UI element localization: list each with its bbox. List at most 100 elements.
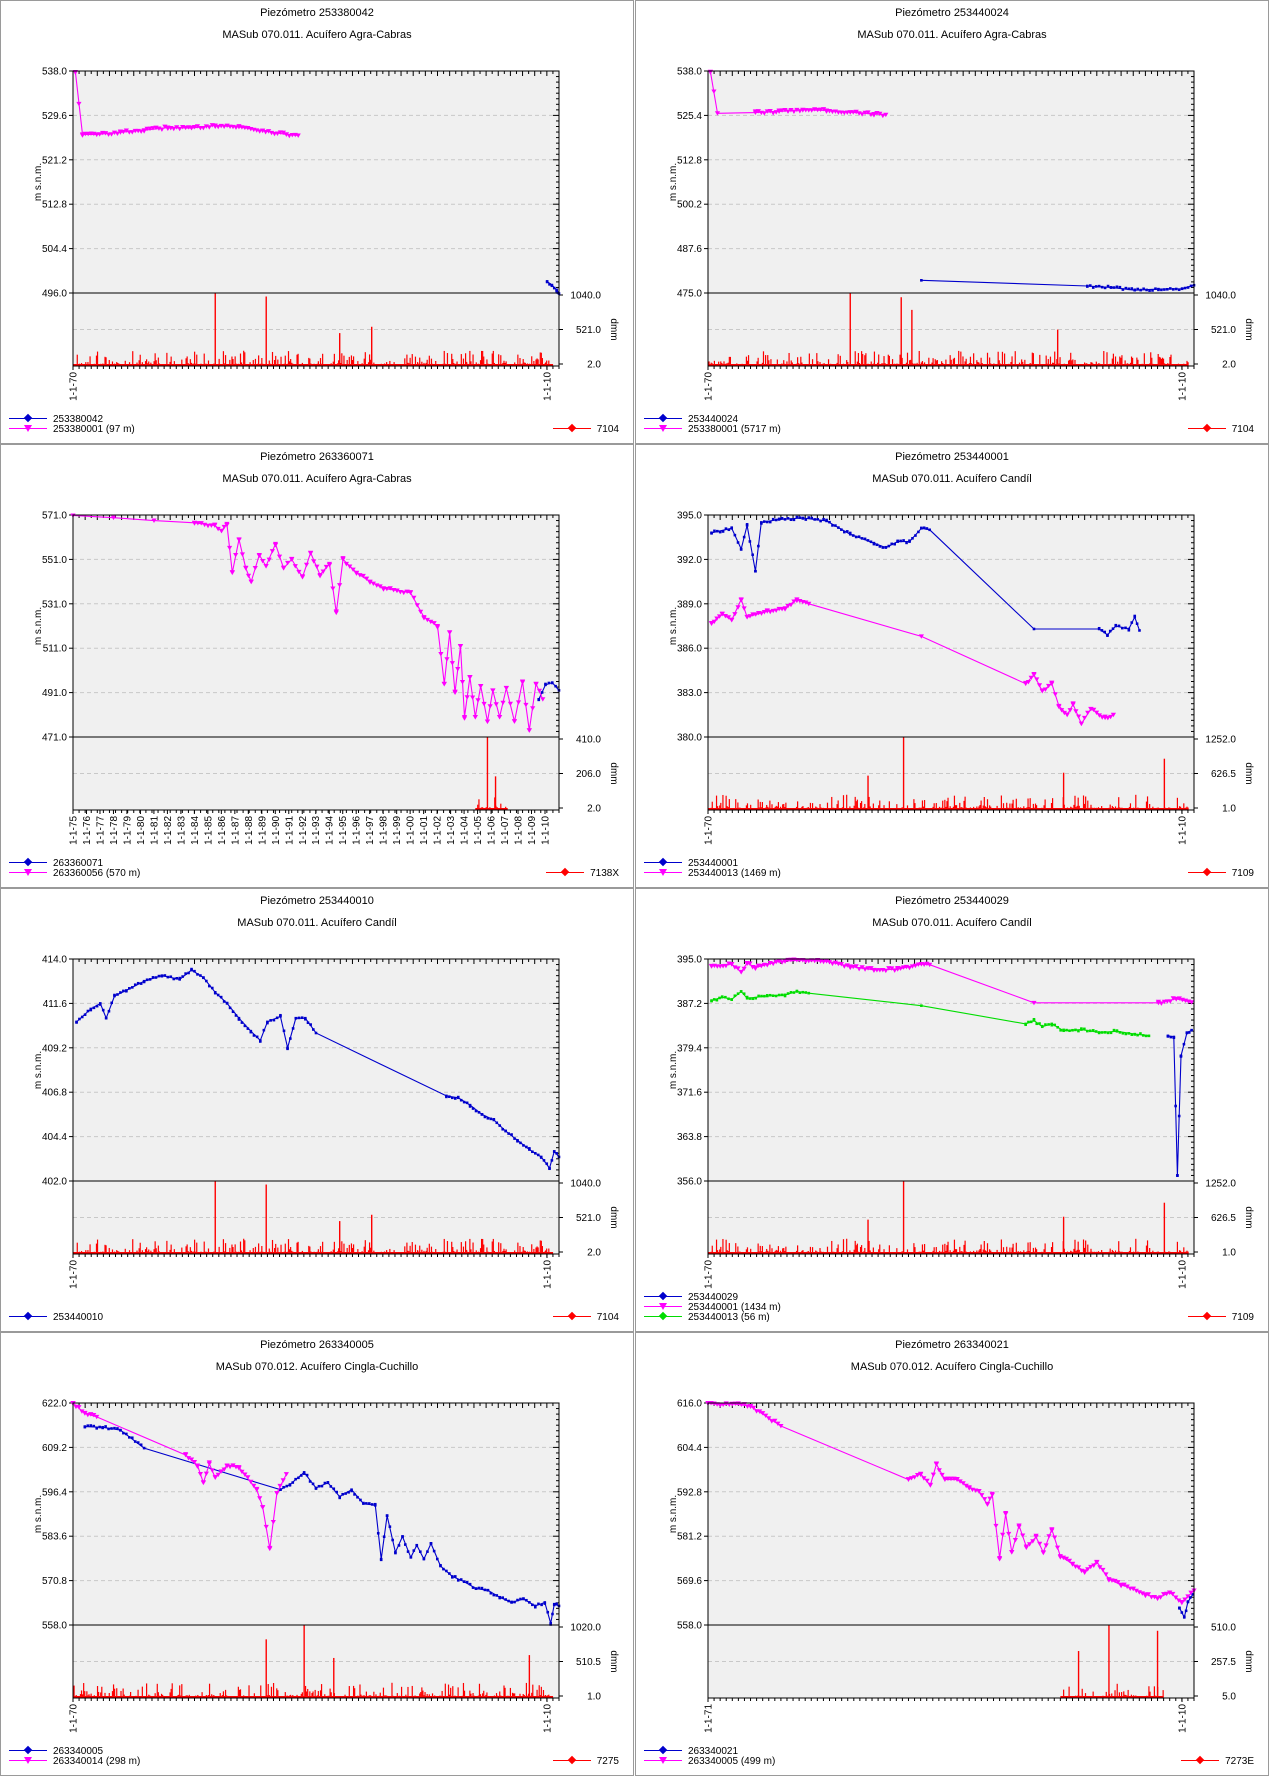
data-marker [857, 535, 861, 538]
data-marker [747, 1404, 754, 1409]
data-marker [1088, 284, 1092, 287]
data-marker [889, 966, 895, 971]
data-marker [263, 1524, 269, 1530]
data-marker [104, 1425, 107, 1428]
data-marker [236, 125, 242, 130]
data-marker [1108, 714, 1114, 720]
data-marker [1189, 284, 1193, 288]
data-marker [826, 960, 833, 965]
x-tick-label: 1-1-10 [543, 372, 554, 401]
data-marker [1133, 1588, 1139, 1594]
data-marker [139, 982, 143, 985]
data-marker [801, 990, 805, 994]
y-tick-label: 491.0 [42, 688, 67, 699]
hydrograph-svg: 616.0 604.4 592.8 581.2 569.6 558.0 m s.n.m. 51… [668, 1399, 1254, 1733]
data-marker [822, 517, 825, 521]
chart-subtitle: MASub 070.012. Acuífero Cingla-Cuchillo [215, 1361, 419, 1373]
data-marker [187, 971, 190, 975]
data-marker [710, 531, 713, 535]
data-marker [507, 701, 513, 707]
data-marker [248, 579, 254, 584]
data-marker [1086, 284, 1089, 288]
data-marker [714, 616, 720, 621]
x-tick-label: 1-1-04 [460, 816, 471, 845]
data-marker [415, 1543, 419, 1547]
y-tick-label: 570.8 [42, 1576, 67, 1587]
data-marker [91, 1412, 97, 1418]
data-marker [1118, 285, 1122, 289]
data-marker [738, 1402, 745, 1407]
data-marker [533, 1152, 537, 1155]
data-marker [1185, 1594, 1191, 1599]
series-263340014 [70, 1401, 289, 1552]
data-marker [125, 1432, 128, 1436]
data-marker [403, 1543, 407, 1546]
data-marker [274, 131, 281, 136]
data-marker [854, 535, 858, 539]
data-marker [828, 520, 831, 524]
data-marker [1173, 996, 1179, 1002]
x-tick-label: 1-1-10 [1178, 1260, 1189, 1289]
legend-label: 253440010 [53, 1312, 104, 1323]
data-marker [422, 1557, 426, 1561]
y-tick-label: 512.8 [677, 155, 702, 166]
precip-tick-label: 2.0 [587, 360, 601, 371]
data-marker [789, 518, 793, 521]
data-marker [409, 1556, 413, 1559]
data-marker [545, 1162, 549, 1165]
data-marker [920, 1004, 923, 1007]
data-marker [1103, 1031, 1107, 1034]
data-marker [816, 518, 819, 521]
data-marker [829, 961, 836, 967]
y-tick-label: 525.4 [677, 111, 702, 122]
data-marker [274, 1491, 280, 1496]
data-marker [1114, 624, 1118, 628]
data-marker [388, 1525, 392, 1528]
data-marker [1148, 289, 1151, 292]
data-marker [305, 1473, 309, 1477]
data-marker [468, 1105, 472, 1108]
plot-area [73, 515, 559, 737]
data-marker [308, 550, 314, 556]
data-marker [212, 523, 218, 528]
hydrograph-panel: Piezómetro 253440029 MASub 070.011. Acuíf… [635, 888, 1269, 1332]
x-tick-label: 1-1-00 [406, 816, 417, 845]
data-marker [215, 526, 221, 532]
data-marker [191, 124, 198, 130]
y-tick-label: 386.0 [677, 644, 702, 655]
data-marker [1172, 1035, 1176, 1039]
data-marker [102, 131, 109, 136]
data-marker [788, 602, 794, 608]
data-marker [487, 704, 493, 709]
data-marker [1109, 1031, 1113, 1035]
data-marker [507, 1599, 510, 1603]
hydrograph-panel: Piezómetro 263340005 MASub 070.012. Acuíf… [0, 1332, 634, 1776]
data-marker [547, 681, 551, 685]
data-marker [314, 564, 320, 570]
precip-bars [708, 1181, 1189, 1254]
data-marker [200, 1480, 206, 1486]
data-marker [1045, 683, 1052, 689]
data-marker [490, 688, 496, 693]
data-marker [188, 126, 195, 131]
chart-subtitle: MASub 070.011. Acuífero Agra-Cabras [222, 29, 412, 41]
data-marker [292, 564, 298, 569]
data-marker [555, 288, 558, 292]
data-marker [847, 110, 853, 115]
data-marker [311, 1482, 315, 1486]
data-marker [492, 1118, 496, 1122]
data-marker [966, 1485, 972, 1490]
data-marker [760, 521, 763, 524]
data-marker [419, 1550, 422, 1553]
data-marker [282, 1485, 285, 1489]
data-marker [472, 715, 478, 720]
data-marker [533, 681, 539, 687]
data-marker [243, 566, 249, 571]
data-marker [1127, 287, 1131, 291]
y-tick-label: 471.0 [42, 733, 67, 744]
x-tick-label: 1-1-70 [704, 816, 715, 845]
y-axis-label: m s.n.m. [668, 1495, 679, 1533]
data-marker [1028, 675, 1034, 681]
data-marker [715, 998, 719, 1002]
data-marker [732, 612, 738, 617]
